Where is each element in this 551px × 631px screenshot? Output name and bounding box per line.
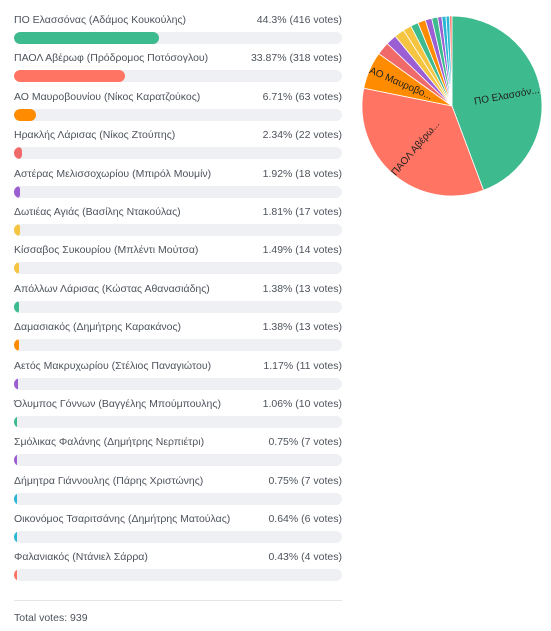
option-result: 6.71% (63 votes) — [262, 90, 342, 103]
result-bar-track — [14, 377, 342, 390]
result-bar-fill — [14, 108, 36, 121]
option-label: ΑΟ Μαυροβουνίου (Νίκος Καρατζούκος) — [14, 90, 201, 103]
result-bar-track — [14, 339, 342, 352]
option-result: 1.38% (13 votes) — [262, 321, 342, 334]
pie-slice — [451, 15, 543, 191]
result-bar-fill — [14, 415, 18, 428]
poll-option-row: Αετός Μακρυχωρίου (Στέλιος Παναγιώτου) 1.… — [14, 360, 342, 398]
poll-option-row: Ηρακλής Λάρισας (Νίκος Ζτούπης) 2.34% (22… — [14, 129, 342, 167]
option-label: Σμόλικας Φαλάνης (Δημήτρης Νερπιέτρι) — [14, 436, 205, 449]
poll-option-row: Δαμασιακός (Δημήτρης Καρακάνος) 1.38% (13… — [14, 321, 342, 359]
pie-slice — [449, 15, 453, 107]
option-result: 33.87% (318 votes) — [250, 52, 342, 65]
result-bar-track — [14, 32, 342, 44]
option-result: 1.49% (14 votes) — [262, 244, 342, 257]
option-label: ΠΑΟΛ Αβέρωφ (Πρόδρομος Ποτόσογλου) — [14, 52, 209, 65]
poll-option-row: Αστέρας Μελισσοχωρίου (Μπιρόλ Μουμίν) 1.9… — [14, 168, 342, 206]
result-bar-fill — [14, 262, 19, 275]
result-bar-fill — [14, 492, 17, 505]
option-label: Όλυμπος Γόννων (Βαγγέλης Μπούμπουλης) — [14, 397, 221, 410]
option-label: Απόλλων Λάρισας (Κώστας Αθανασιάδης) — [14, 282, 210, 295]
poll-option-row: Φαλανιακός (Ντάνιελ Σάρρα) 0.43% (4 votes… — [14, 551, 342, 589]
result-bar-track — [14, 569, 342, 582]
poll-option-row: Κίσσαβος Συκουρίου (Μπλέντι Μούτσα) 1.49%… — [14, 244, 342, 282]
option-label: ΠΟ Ελασσόνας (Αδάμος Κουκούλης) — [14, 14, 187, 26]
result-bar-track — [14, 415, 342, 428]
result-bar-fill — [14, 32, 160, 44]
result-bar-fill — [14, 223, 20, 236]
option-label: Δήμητρα Γιάννουλης (Πάρης Χριστώνης) — [14, 474, 204, 487]
option-result: 0.75% (7 votes) — [268, 436, 342, 449]
option-label: Οικονόμος Τσαριτσάνης (Δημήτρης Ματούλας… — [14, 513, 231, 526]
option-result: 1.92% (18 votes) — [262, 167, 342, 180]
option-result: 0.64% (6 votes) — [268, 513, 342, 526]
option-label: Αστέρας Μελισσοχωρίου (Μπιρόλ Μουμίν) — [14, 167, 212, 180]
result-bar-fill — [14, 300, 19, 313]
option-label: Ηρακλής Λάρισας (Νίκος Ζτούπης) — [14, 129, 176, 142]
option-label: Φαλανιακός (Ντάνιελ Σάρρα) — [14, 551, 148, 564]
result-bar-fill — [14, 531, 17, 544]
result-bar-track — [14, 223, 342, 236]
poll-results-list: ΠΟ Ελασσόνας (Αδάμος Κουκούλης) 44.3% (41… — [14, 14, 342, 590]
result-bar-track — [14, 492, 342, 505]
poll-option-row: Δήμητρα Γιάννουλης (Πάρης Χριστώνης) 0.75… — [14, 475, 342, 513]
result-bar-track — [14, 147, 342, 160]
result-bar-track — [14, 108, 342, 121]
poll-option-row: Δωτιέας Αγιάς (Βασίλης Ντακούλας) 1.81% (… — [14, 206, 342, 244]
poll-option-row: Όλυμπος Γόννων (Βαγγέλης Μπούμπουλης) 1.0… — [14, 398, 342, 436]
result-bar-fill — [14, 185, 21, 198]
poll-option-row: ΠΑΟΛ Αβέρωφ (Πρόδρομος Ποτόσογλου) 33.87%… — [14, 52, 342, 90]
result-bar-fill — [14, 339, 19, 352]
option-result: 0.75% (7 votes) — [268, 474, 342, 487]
result-bar-fill — [14, 377, 18, 390]
option-result: 1.38% (13 votes) — [262, 282, 342, 295]
result-bar-track — [14, 454, 342, 467]
option-result: 2.34% (22 votes) — [262, 129, 342, 142]
result-bar-track — [14, 185, 342, 198]
poll-option-row: Σμόλικας Φαλάνης (Δημήτρης Νερπιέτρι) 0.7… — [14, 436, 342, 474]
result-bar-track — [14, 262, 342, 275]
option-result: 1.17% (11 votes) — [263, 359, 342, 372]
option-result: 1.81% (17 votes) — [262, 205, 342, 218]
result-bar-track — [14, 300, 342, 313]
result-bar-fill — [14, 70, 126, 83]
divider — [14, 600, 342, 601]
option-label: Αετός Μακρυχωρίου (Στέλιος Παναγιώτου) — [14, 359, 212, 372]
result-bar-fill — [14, 569, 17, 582]
poll-option-row: ΠΟ Ελασσόνας (Αδάμος Κουκούλης) 44.3% (41… — [14, 14, 342, 52]
option-label: Δωτιέας Αγιάς (Βασίλης Ντακούλας) — [14, 205, 181, 218]
pie-slice — [361, 87, 485, 197]
option-result: 1.06% (10 votes) — [262, 397, 342, 410]
poll-option-row: ΑΟ Μαυροβουνίου (Νίκος Καρατζούκος) 6.71%… — [14, 91, 342, 129]
result-bar-track — [14, 531, 342, 544]
result-bar-fill — [14, 454, 17, 467]
option-result: 0.43% (4 votes) — [268, 551, 342, 564]
poll-option-row: Απόλλων Λάρισας (Κώστας Αθανασιάδης) 1.38… — [14, 283, 342, 321]
option-result: 44.3% (416 votes) — [256, 14, 342, 26]
option-label: Δαμασιακός (Δημήτρης Καρακάνος) — [14, 321, 182, 334]
pie-chart: ΠΟ Ελασσόν...ΠΑΟΛ Αβέρω...ΑΟ Μαυροβο... — [361, 15, 543, 197]
option-label: Κίσσαβος Συκουρίου (Μπλέντι Μούτσα) — [14, 244, 199, 257]
result-bar-fill — [14, 147, 22, 160]
poll-option-row: Οικονόμος Τσαριτσάνης (Δημήτρης Ματούλας… — [14, 513, 342, 551]
result-bar-track — [14, 70, 342, 83]
total-votes: Total votes: 939 — [14, 612, 88, 624]
